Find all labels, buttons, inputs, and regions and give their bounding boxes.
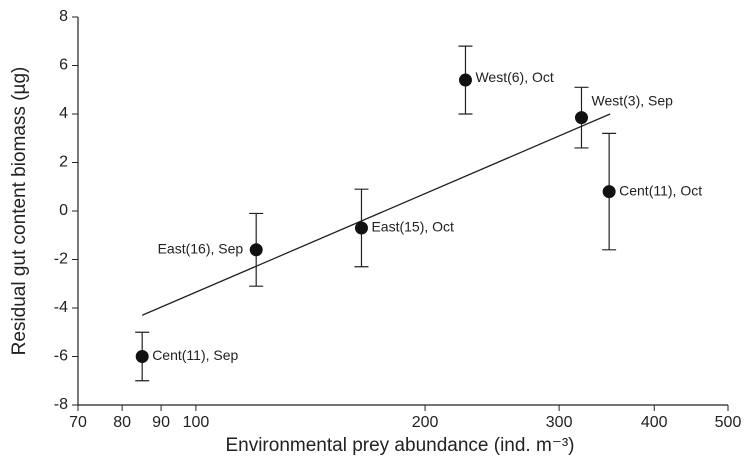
x-tick-label: 200: [412, 414, 439, 431]
x-tick-label: 400: [641, 414, 668, 431]
y-tick-label: -8: [54, 396, 68, 413]
x-tick-label: 300: [546, 414, 573, 431]
y-tick-label: 0: [59, 202, 68, 219]
x-tick-label: 100: [183, 414, 210, 431]
y-tick-label: -2: [54, 251, 68, 268]
point: [354, 221, 368, 235]
y-tick-label: 2: [59, 154, 68, 171]
point-label: East(15), Oct: [371, 219, 454, 235]
x-tick-label: 500: [715, 414, 742, 431]
fit-line: [141, 113, 611, 316]
point-label: Cent(11), Sep: [152, 347, 238, 363]
point-label: East(16), Sep: [158, 241, 244, 257]
y-tick-label: 8: [59, 8, 68, 25]
y-axis-label: Residual gut content biomass (µg): [9, 67, 30, 356]
point: [249, 243, 263, 257]
x-tick-label: 90: [152, 414, 170, 431]
point: [574, 111, 588, 125]
point-label: West(3), Sep: [591, 92, 673, 108]
point-label: West(6), Oct: [475, 69, 553, 85]
x-axis-label: Environmental prey abundance (ind. m⁻³): [225, 435, 574, 456]
y-tick-label: -4: [54, 299, 68, 316]
x-tick-label: 70: [69, 414, 87, 431]
y-tick-label: -6: [54, 348, 68, 365]
y-tick-label: 6: [59, 57, 68, 74]
point: [135, 350, 149, 363]
point-label: Cent(11), Oct: [619, 182, 702, 198]
point: [602, 185, 616, 199]
point: [458, 73, 472, 87]
y-tick-label: 4: [59, 105, 68, 122]
x-tick-label: 80: [113, 414, 131, 431]
